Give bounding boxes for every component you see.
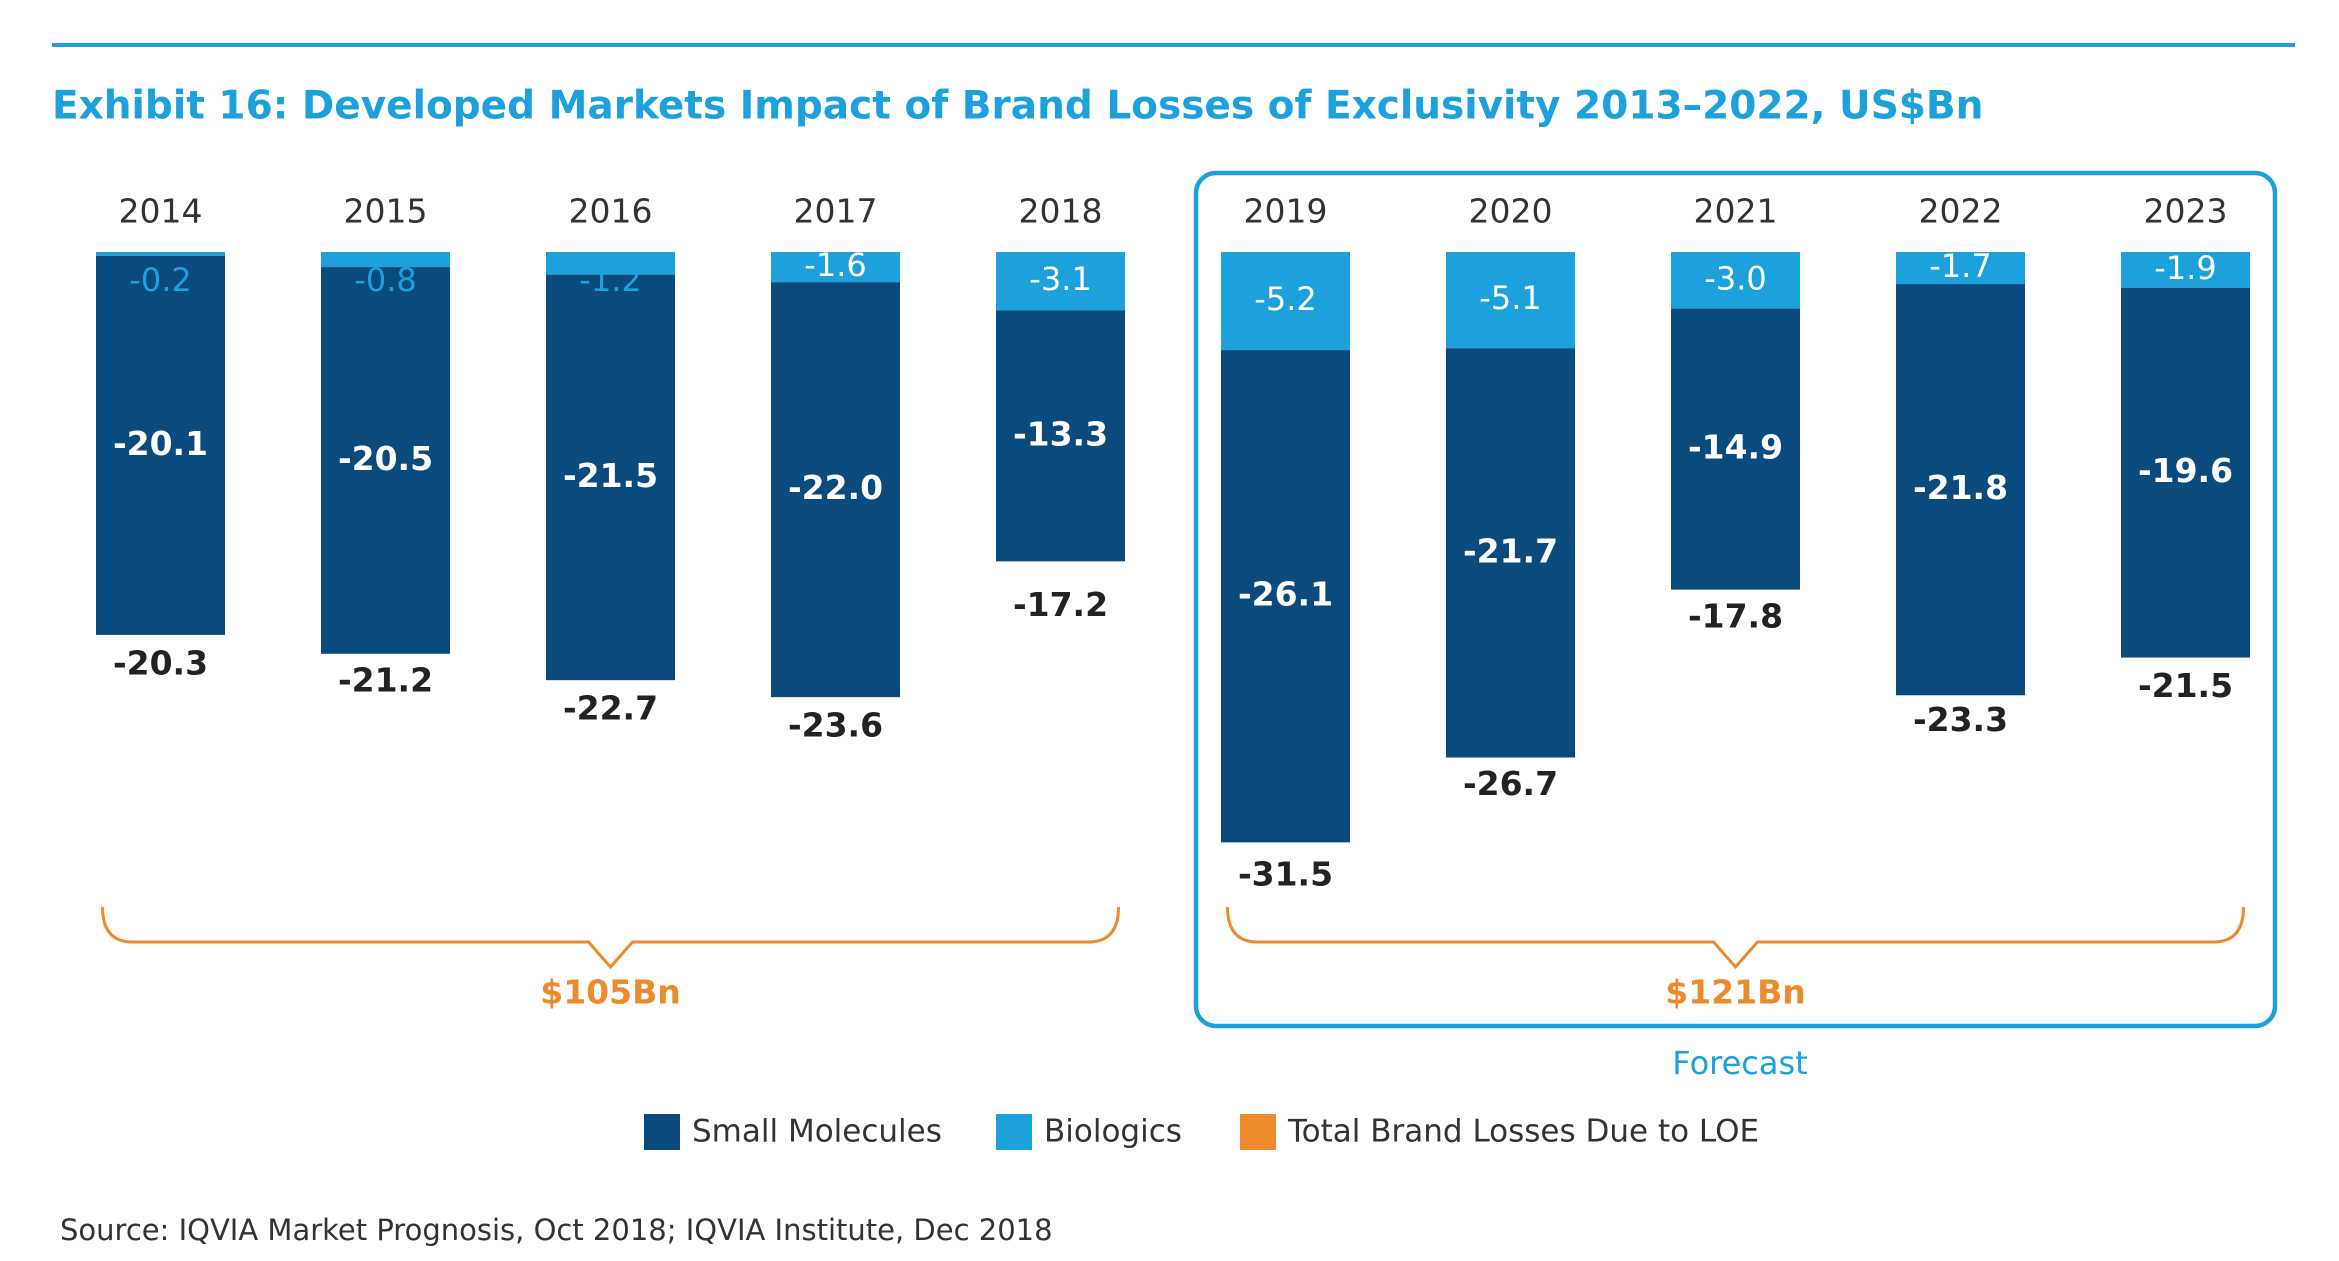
legend-swatch [644, 1114, 680, 1150]
bar-segment [1221, 350, 1350, 843]
data-label: -26.1 [1238, 575, 1333, 614]
bar-segment [2121, 252, 2250, 288]
x-tick-label: 2017 [794, 192, 878, 231]
total-label: -31.5 [1238, 855, 1333, 894]
legend-label: Biologics [1044, 1114, 1182, 1150]
bracket [101, 906, 1120, 970]
data-label: -21.5 [563, 456, 658, 495]
total-label: -20.3 [113, 643, 208, 682]
legend-swatch [996, 1114, 1032, 1150]
bracket [1226, 906, 2245, 970]
data-label: -0.2 [129, 261, 191, 299]
total-label: -17.8 [1688, 596, 1783, 635]
bar-segment [321, 267, 450, 654]
bar-segment [96, 252, 225, 256]
data-label: -14.9 [1688, 428, 1783, 467]
data-label: -1.9 [2154, 249, 2216, 287]
bar-segment [1671, 252, 1800, 309]
data-label: -20.1 [113, 424, 208, 463]
x-tick-label: 2019 [1244, 192, 1328, 231]
bar-segment [1446, 252, 1575, 349]
x-tick-label: 2020 [1469, 192, 1553, 231]
data-label: -5.2 [1254, 280, 1316, 318]
bar-segment [771, 282, 900, 698]
bar-segment [96, 255, 225, 635]
legend-swatch [1240, 1114, 1276, 1150]
source: Source: IQVIA Market Prognosis, Oct 2018… [60, 1213, 1053, 1247]
bar-segment [546, 252, 675, 275]
total-label: -21.2 [338, 660, 433, 699]
annotation: $105Bn [540, 973, 681, 1012]
data-label: -3.1 [1029, 260, 1091, 298]
bar-segment [1671, 308, 1800, 590]
bar-segment [1446, 348, 1575, 758]
total-label: -23.3 [1913, 700, 2008, 739]
x-tick-label: 2022 [1919, 192, 2003, 231]
bar-segment [771, 252, 900, 283]
total-label: -22.7 [563, 689, 658, 728]
data-label: -19.6 [2138, 451, 2233, 490]
data-label: -22.0 [788, 468, 883, 507]
bar-segment [1221, 252, 1350, 351]
data-label: -1.2 [579, 261, 641, 299]
data-label: -5.1 [1479, 279, 1541, 317]
bar-segment [1896, 252, 2025, 285]
bar-segment [996, 310, 1125, 562]
x-tick-label: 2021 [1694, 192, 1778, 231]
data-label: -1.7 [1929, 247, 1991, 285]
forecast-box [1193, 170, 2278, 1029]
forecast-label: Forecast [1672, 1044, 1807, 1082]
data-label: -0.8 [354, 261, 416, 299]
x-tick-label: 2016 [569, 192, 653, 231]
total-label: -17.2 [1013, 585, 1108, 624]
legend-label: Total Brand Losses Due to LOE [1287, 1114, 1759, 1150]
data-label: -21.8 [1913, 468, 2008, 507]
x-tick-label: 2015 [344, 192, 428, 231]
chart-title: Exhibit 16: Developed Markets Impact of … [52, 84, 1983, 129]
data-label: -13.3 [1013, 414, 1108, 453]
annotation: $121Bn [1665, 973, 1806, 1012]
bar-segment [546, 274, 675, 681]
total-label: -23.6 [788, 706, 883, 745]
x-tick-label: 2023 [2144, 192, 2228, 231]
total-label: -26.7 [1463, 764, 1558, 803]
x-tick-label: 2014 [119, 192, 203, 231]
bar-segment [1896, 284, 2025, 696]
data-label: -21.7 [1463, 531, 1558, 570]
data-label: -1.6 [804, 246, 866, 284]
bar-segment [2121, 287, 2250, 658]
bar-segment [996, 252, 1125, 311]
legend-label: Small Molecules [692, 1114, 942, 1150]
data-label: -20.5 [338, 439, 433, 478]
bar-segment [321, 252, 450, 268]
total-label: -21.5 [2138, 666, 2233, 705]
data-label: -3.0 [1704, 259, 1766, 297]
x-tick-label: 2018 [1019, 192, 1103, 231]
